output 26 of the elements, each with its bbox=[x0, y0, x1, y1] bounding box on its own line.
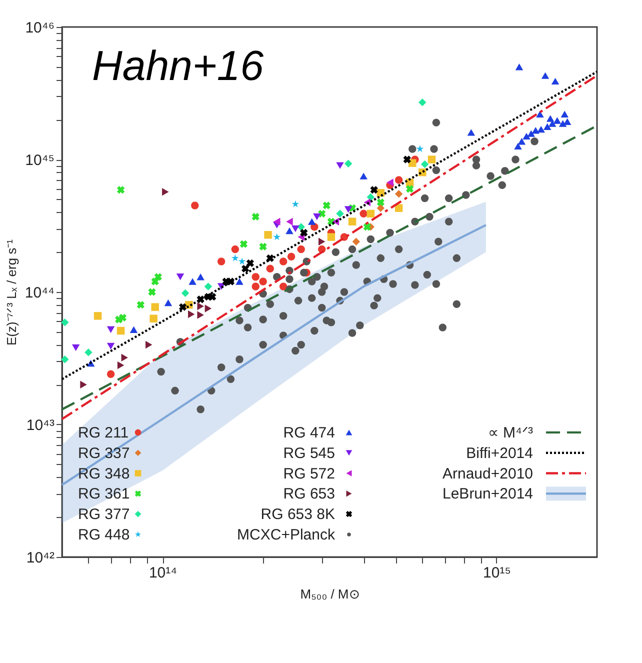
legend-label: RG 474 bbox=[283, 424, 335, 442]
legend-label: MCXC+Planck bbox=[237, 526, 336, 544]
legend-label: RG 545 bbox=[283, 444, 335, 462]
y-tick-label: 10⁴³ bbox=[26, 417, 55, 434]
legend-label: RG 337 bbox=[78, 444, 130, 462]
legend-label: RG 572 bbox=[283, 465, 335, 482]
legend-label: LeBrun+2014 bbox=[442, 486, 533, 503]
legend-label: RG 653 8K bbox=[260, 506, 335, 524]
legend-label: RG 653 bbox=[283, 486, 335, 503]
x-tick-label: 10¹⁴ bbox=[148, 564, 178, 582]
x-axis-title: M₅₀₀ / M⊙ bbox=[300, 586, 360, 602]
legend-label: Arnaud+2010 bbox=[442, 465, 533, 482]
legend-label: RG 448 bbox=[78, 526, 130, 544]
y-axis-title: E(z)⁻⁷ᐟ³ Lₓ / erg s⁻¹ bbox=[4, 238, 19, 346]
legend-label: RG 377 bbox=[78, 506, 130, 524]
y-tick-label: 10⁴⁶ bbox=[25, 20, 54, 36]
legend-label: Biffi+2014 bbox=[466, 444, 533, 462]
legend-label: RG 211 bbox=[78, 424, 129, 442]
y-tick-label: 10⁴² bbox=[26, 550, 55, 566]
legend-label: RG 348 bbox=[78, 465, 130, 482]
y-tick-label: 10⁴⁵ bbox=[25, 152, 54, 169]
annotation: Hahn+16 bbox=[92, 42, 264, 89]
x-tick-label: 10¹⁵ bbox=[483, 564, 511, 582]
legend-label: ∝ M⁴ᐟ³ bbox=[488, 424, 533, 442]
legend-label: RG 361 bbox=[78, 486, 130, 503]
y-tick-label: 10⁴⁴ bbox=[24, 284, 54, 302]
